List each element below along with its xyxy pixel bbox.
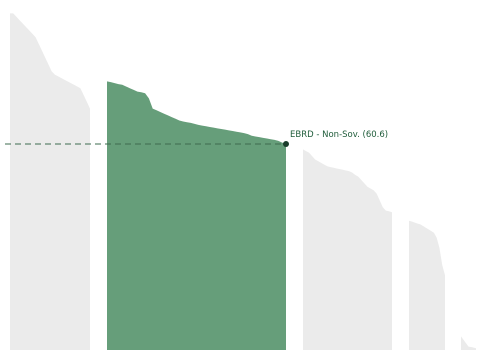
background-area-group [303, 149, 392, 350]
background-area-group [409, 220, 445, 350]
background-area-group [10, 13, 90, 350]
highlight-point [283, 140, 289, 147]
background-area-group [461, 336, 476, 350]
highlight-area-group [107, 81, 286, 350]
annotation-label: EBRD - Non-Sov. (60.6) [290, 130, 388, 140]
area-groups [10, 13, 476, 350]
